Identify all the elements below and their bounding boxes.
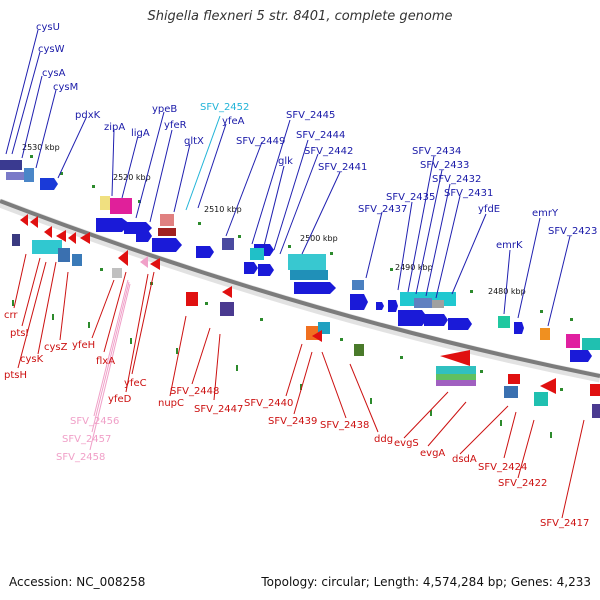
gene-label: cysU <box>36 22 60 33</box>
gene-label: SFV_2439 <box>268 416 317 427</box>
gene-label: cysA <box>42 68 66 79</box>
gene-label: crr <box>4 310 18 321</box>
gene-label: SFV_2447 <box>194 404 243 415</box>
highlight-minus-leaders <box>89 279 131 451</box>
gene-label: SFV_2445 <box>286 110 335 121</box>
plus-strand-genes <box>0 160 600 362</box>
plus-strand-labels: cysU cysW cysA cysM pdxK zipA ligA ypeB … <box>36 22 597 251</box>
minus-strand-labels: crr ptsI ptsH cysK cysZ yfeH flxA yfeC y… <box>4 310 589 529</box>
gene-label: nupC <box>158 398 184 409</box>
gene-label: ddg <box>374 434 393 445</box>
gene-label: yfeC <box>124 378 147 389</box>
gene-row-dots <box>12 155 573 438</box>
gene-label: evgS <box>394 438 419 449</box>
accession-text: Accession: NC_008258 <box>9 575 146 589</box>
gene-label: SFV_2432 <box>432 174 481 185</box>
gene-label: SFV_2440 <box>244 398 293 409</box>
map-title: Shigella flexneri 5 str. 8401, complete … <box>147 9 453 24</box>
gene-label-highlight: SFV_2452 <box>200 102 249 113</box>
gene-label: cysM <box>53 82 78 93</box>
gene-label: cysZ <box>44 342 68 353</box>
gene-label: SFV_2442 <box>304 146 353 157</box>
gene-label: dsdA <box>452 454 477 465</box>
gene-label: SFV_2417 <box>540 518 589 529</box>
gene-label: yfeA <box>222 116 245 127</box>
gene-label: yfeR <box>164 120 187 131</box>
gene-label-highlight: SFV_2457 <box>62 434 111 445</box>
plus-label-leaders <box>5 29 571 327</box>
gene-label: cysK <box>20 354 44 365</box>
gene-label: SFV_2423 <box>548 226 597 237</box>
gene-label: glk <box>278 156 293 167</box>
minus-label-leaders <box>13 253 585 519</box>
gene-label: gltX <box>184 136 204 147</box>
gene-label: yfdE <box>478 204 500 215</box>
gene-label: emrY <box>532 208 559 219</box>
gene-label: flxA <box>96 356 115 367</box>
gene-label: SFV_2444 <box>296 130 345 141</box>
gene-label: ptsI <box>10 328 28 339</box>
tick-label: 2500 kbp <box>300 234 338 243</box>
gene-label: SFV_2441 <box>318 162 367 173</box>
gene-label: SFV_2438 <box>320 420 369 431</box>
tick-label: 2510 kbp <box>204 205 242 214</box>
gene-label: SFV_2433 <box>420 160 469 171</box>
gene-label: pdxK <box>75 110 101 121</box>
gene-label: ligA <box>131 128 150 139</box>
gene-label: SFV_2435 <box>386 192 435 203</box>
highlight-plus-leader <box>185 115 221 211</box>
genome-summary-text: Topology: circular; Length: 4,574,284 bp… <box>261 575 591 589</box>
gene-label: yfeD <box>108 394 132 405</box>
gene-label: SFV_2448 <box>170 386 219 397</box>
gene-label: ptsH <box>4 370 27 381</box>
gene-label: SFV_2422 <box>498 478 547 489</box>
gene-label: ypeB <box>152 104 177 115</box>
gene-label: SFV_2424 <box>478 462 527 473</box>
genome-backbone-line <box>0 199 600 378</box>
gene-label-highlight: SFV_2456 <box>70 416 119 427</box>
tick-label: 2490 kbp <box>395 263 433 272</box>
gene-label: cysW <box>38 44 65 55</box>
gene-label: evgA <box>420 448 445 459</box>
tick-label: 2480 kbp <box>488 287 526 296</box>
gene-label: zipA <box>104 122 125 133</box>
gene-label: yfeH <box>72 340 95 351</box>
gene-label: SFV_2431 <box>444 188 493 199</box>
gene-label: SFV_2437 <box>358 204 407 215</box>
gene-label: SFV_2449 <box>236 136 285 147</box>
gene-label-highlight: SFV_2458 <box>56 452 105 463</box>
gene-label: emrK <box>496 240 523 251</box>
minus-strand-genes <box>12 214 600 418</box>
tick-label: 2520 kbp <box>113 173 151 182</box>
gene-label: SFV_2434 <box>412 146 461 157</box>
